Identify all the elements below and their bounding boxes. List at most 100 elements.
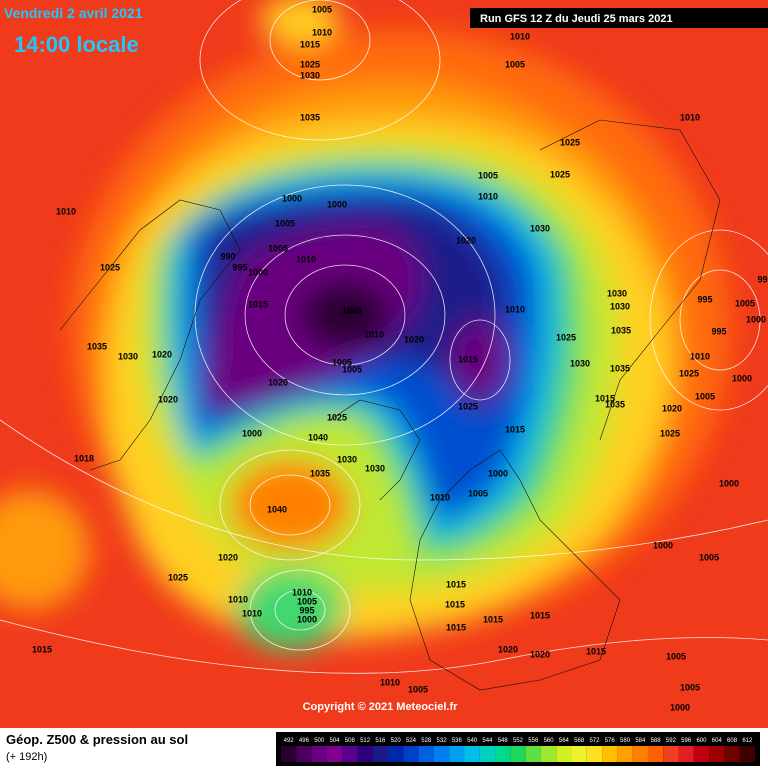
colorbar-label: 540 (467, 738, 478, 744)
isobar-label: 1005 (342, 364, 362, 374)
colorbar-swatch (525, 746, 541, 762)
isobar-label: 1005 (468, 488, 488, 498)
colorbar-label: 548 (498, 738, 509, 744)
geopotential-field (0, 0, 730, 650)
isobar-label: 1000 (670, 702, 690, 712)
colorbar-label: 544 (482, 738, 493, 744)
colorbar-label: 608 (727, 738, 738, 744)
isobar-label: 1000 (282, 193, 302, 203)
isobar-label: 1000 (746, 314, 766, 324)
isobar-label: 1010 (56, 206, 76, 216)
colorbar-swatch (388, 746, 404, 762)
colorbar-swatch (739, 746, 755, 762)
colorbar-label: 600 (696, 738, 707, 744)
isobar-label: 1030 (607, 288, 627, 298)
isobar-label: 1015 (586, 646, 606, 656)
colorbar-swatch (281, 746, 297, 762)
colorbar-swatch (326, 746, 343, 762)
isobar-label: 1005 (297, 596, 317, 606)
isobar-label: 1010 (296, 254, 316, 264)
isobar-labels: 1005 1010 1015 1025 1030 1035 1010 1005 1010 1025… (32, 4, 768, 712)
colorbar-swatch (510, 746, 526, 762)
isobar-label: 1030 (530, 223, 550, 233)
isobar-label: 1030 (300, 70, 320, 80)
colorbar-label: 500 (314, 738, 325, 744)
isobar-label: 1030 (118, 351, 138, 361)
isobar-label: 1010 (478, 191, 498, 201)
isobar-label: 995 (697, 294, 712, 304)
colorbar-swatch (372, 746, 389, 762)
colorbar-swatch (418, 746, 434, 762)
colorbar-label: 560 (544, 738, 555, 744)
isobar-label: 1040 (267, 504, 287, 514)
isobar-label: 1005 (408, 684, 428, 694)
isobar-label: 990 (220, 251, 235, 261)
colorbar-swatch (571, 746, 587, 762)
colorbar-swatch (617, 746, 633, 762)
isobar-label: 1000 (327, 199, 347, 209)
isobar-label: 1030 (365, 463, 385, 473)
colorbar-swatch (342, 746, 358, 762)
isobar-label: 1040 (308, 432, 328, 442)
isobar-label: 1015 (300, 39, 320, 49)
colorbar-swatch (449, 746, 465, 762)
isobar-label: 1015 (505, 424, 525, 434)
isobar-label: 1005 (666, 651, 686, 661)
colorbar: 492 496 500 504 508 512 516 520 524 528 532 536 540 5… (281, 738, 755, 762)
colorbar-swatch (678, 746, 694, 762)
colorbar-swatch (296, 746, 312, 762)
isobar-label: 1020 (218, 552, 238, 562)
coastlines (59, 119, 721, 691)
colorbar-label: 592 (666, 738, 677, 744)
isobar-label: 1010 (510, 31, 530, 41)
colorbar-label: 508 (345, 738, 356, 744)
isobar-label: 1005 (478, 170, 498, 180)
isobar-label: 1015 (445, 599, 465, 609)
isobar-label: 1000 (719, 478, 739, 488)
colorbar-label: 596 (681, 738, 692, 744)
colorbar-label: 564 (559, 738, 570, 744)
colorbar-swatch (403, 746, 419, 762)
legend-title: Géop. Z500 & pression au sol (6, 732, 188, 747)
copyright: Copyright © 2021 Meteociel.fr (303, 701, 459, 713)
colorbar-label: 604 (712, 738, 723, 744)
isobar-label: 1020 (498, 644, 518, 654)
isobar-label: 1005 (505, 59, 525, 69)
isobar-label: 1030 (610, 301, 630, 311)
colorbar-label: 532 (437, 738, 448, 744)
colorbar-swatch (663, 746, 679, 762)
colorbar-swatch (479, 746, 496, 762)
colorbar-label: 520 (391, 738, 402, 744)
isobar-label: 1025 (550, 169, 570, 179)
isobar-label: 1010 (690, 351, 710, 361)
run-info: Run GFS 12 Z du Jeudi 25 mars 2021 (480, 13, 673, 25)
isobar-label: 1005 (268, 243, 288, 253)
colorbar-label: 496 (299, 738, 310, 744)
isobar-label: 1030 (337, 454, 357, 464)
isobar-label: 1000 (297, 614, 317, 624)
isobar-label: 1035 (87, 341, 107, 351)
forecast-date: Vendredi 2 avril 2021 (4, 5, 143, 21)
isobar-label: 995 (757, 274, 768, 284)
colorbar-swatch (724, 746, 740, 762)
colorbar-swatch (311, 746, 327, 762)
isobar-label: 995 (299, 605, 314, 615)
legend: Géop. Z500 & pression au sol (+ 192h) 49… (0, 728, 768, 768)
colorbar-swatch (464, 746, 480, 762)
isobar-label: 1025 (560, 137, 580, 147)
isobar-label: 1005 (275, 218, 295, 228)
isobar-label: 1010 (505, 304, 525, 314)
isobar-label: 1010 (312, 27, 332, 37)
isobar-label: 1005 (312, 4, 332, 14)
colorbar-label: 584 (635, 738, 646, 744)
isobar-label: 1015 (32, 644, 52, 654)
isobar-label: 1010 (680, 112, 700, 122)
isobar-label: 1005 (332, 357, 352, 367)
isobar-label: 1020 (152, 349, 172, 359)
isobar-label: 1020 (662, 403, 682, 413)
isobar-label: 995 (711, 326, 726, 336)
isobar-label: 1015 (595, 393, 615, 403)
colorbar-swatch (602, 746, 618, 762)
isobar-label: 1025 (327, 412, 347, 422)
